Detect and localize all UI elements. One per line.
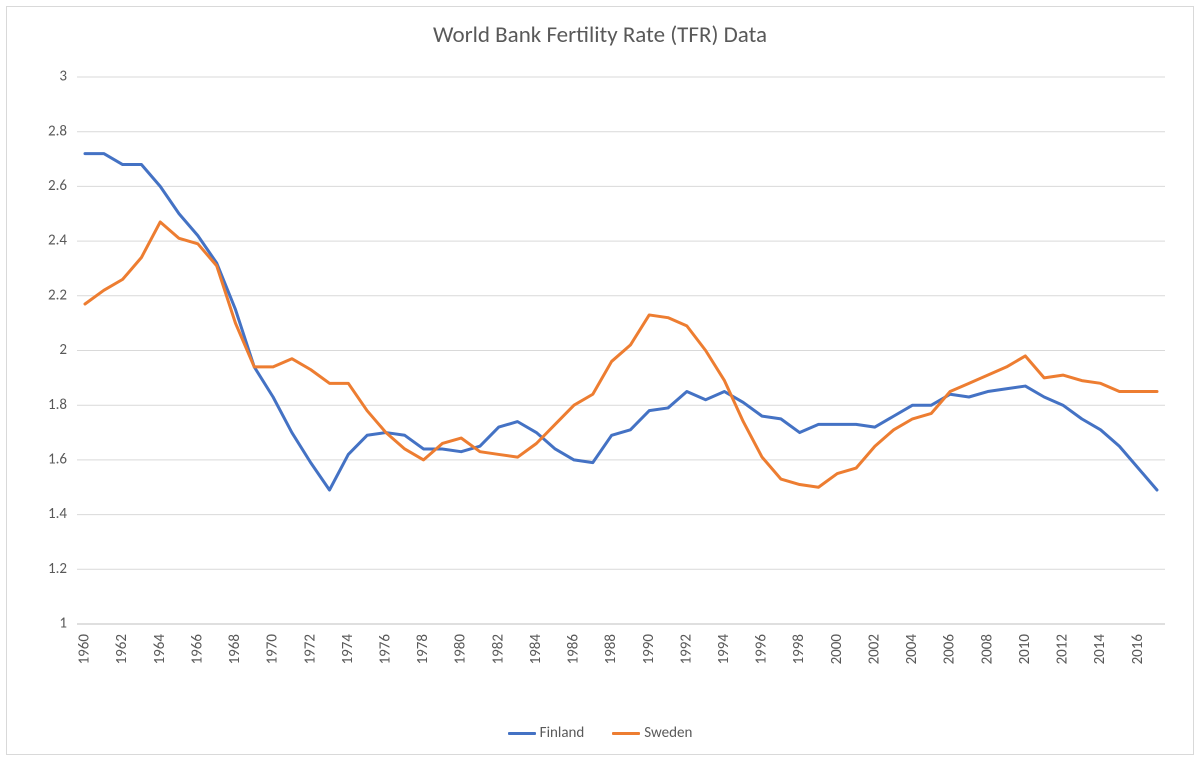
svg-text:2.6: 2.6 [48,177,67,195]
svg-text:2006: 2006 [941,634,959,665]
svg-text:1: 1 [59,615,67,633]
svg-text:3: 3 [59,68,67,86]
svg-text:1972: 1972 [301,634,319,664]
svg-text:1988: 1988 [602,634,620,664]
svg-text:2012: 2012 [1054,634,1072,664]
plot-area: 11.21.41.61.822.22.42.62.831960196219641… [77,77,1165,624]
legend-swatch-sweden [612,732,640,735]
svg-text:2016: 2016 [1129,634,1147,665]
svg-text:2010: 2010 [1016,634,1034,665]
svg-text:1964: 1964 [151,634,169,665]
svg-text:1992: 1992 [677,634,695,664]
svg-text:2.4: 2.4 [48,232,67,250]
svg-text:1960: 1960 [76,634,94,665]
chart-border: World Bank Fertility Rate (TFR) Data 11.… [6,6,1194,755]
svg-text:1974: 1974 [339,634,357,665]
svg-text:2014: 2014 [1091,634,1109,665]
svg-text:1982: 1982 [489,634,507,664]
svg-text:1978: 1978 [414,634,432,664]
svg-text:2002: 2002 [865,634,883,664]
legend-item-finland: Finland [508,724,585,742]
legend-item-sweden: Sweden [612,724,692,742]
svg-text:1968: 1968 [226,634,244,664]
svg-text:1.8: 1.8 [48,396,67,414]
plot-svg: 11.21.41.61.822.22.42.62.831960196219641… [77,77,1165,624]
svg-text:1986: 1986 [565,634,583,665]
svg-text:1.6: 1.6 [48,450,67,468]
svg-text:1970: 1970 [264,634,282,665]
svg-text:1990: 1990 [640,634,658,665]
svg-text:1996: 1996 [753,634,771,665]
svg-text:1.4: 1.4 [48,505,67,523]
chart-title: World Bank Fertility Rate (TFR) Data [7,7,1193,57]
chart-container: World Bank Fertility Rate (TFR) Data 11.… [0,0,1200,761]
svg-text:1980: 1980 [452,634,470,665]
svg-text:1966: 1966 [188,634,206,665]
svg-text:1976: 1976 [376,634,394,665]
svg-text:1994: 1994 [715,634,733,665]
svg-text:2: 2 [59,341,67,359]
svg-text:1962: 1962 [113,634,131,664]
legend-swatch-finland [508,732,536,735]
svg-text:2004: 2004 [903,634,921,665]
legend-label-sweden: Sweden [644,724,692,742]
svg-text:2.8: 2.8 [48,122,67,140]
svg-text:2.2: 2.2 [48,286,67,304]
svg-text:2008: 2008 [978,634,996,664]
legend: Finland Sweden [7,724,1193,742]
svg-text:1.2: 1.2 [48,560,67,578]
svg-text:1998: 1998 [790,634,808,664]
legend-label-finland: Finland [540,724,585,742]
svg-text:2000: 2000 [828,634,846,665]
svg-text:1984: 1984 [527,634,545,665]
